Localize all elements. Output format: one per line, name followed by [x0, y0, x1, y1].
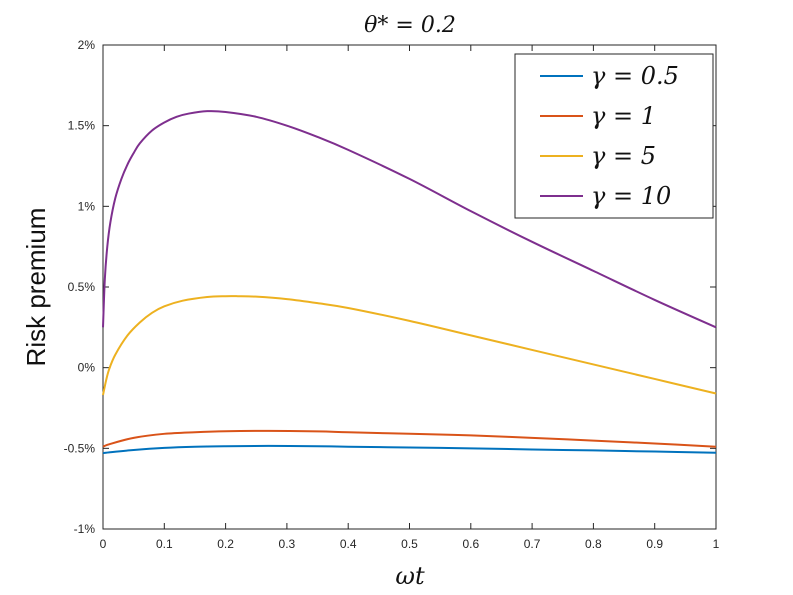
x-tick-label: 0.8 — [585, 537, 602, 551]
x-tick-label: 0 — [100, 537, 107, 551]
legend-label: γ = 10 — [591, 182, 671, 210]
y-tick-label: 0.5% — [68, 280, 96, 294]
series-line-0 — [102, 444, 717, 455]
x-tick-label: 0.3 — [279, 537, 296, 551]
x-tick-label: 0.1 — [156, 537, 173, 551]
legend-label: γ = 0.5 — [591, 62, 679, 90]
series-line-1 — [102, 429, 717, 448]
x-tick-label: 0.7 — [524, 537, 541, 551]
y-axis-label: Risk premium — [21, 208, 51, 367]
legend-box — [514, 53, 714, 219]
y-tick-label: 2% — [78, 38, 96, 52]
x-axis-ticks: 0 0.1 0.2 0.3 0.4 0.5 0.6 0.7 0.8 0.9 1 — [100, 45, 720, 551]
legend: γ = 0.5 γ = 1 γ = 5 γ = 10 — [514, 53, 714, 219]
x-tick-label: 0.5 — [401, 537, 418, 551]
y-tick-label: -1% — [74, 522, 96, 536]
series-line-3 — [102, 110, 717, 329]
legend-label: γ = 5 — [591, 142, 656, 170]
x-tick-label: 0.4 — [340, 537, 357, 551]
y-tick-label: 1.5% — [68, 119, 96, 133]
x-axis-label: ωt — [395, 562, 425, 590]
x-tick-label: 0.2 — [217, 537, 234, 551]
y-tick-label: 0% — [78, 361, 96, 375]
x-tick-label: 1 — [713, 537, 720, 551]
series-line-2 — [102, 295, 717, 396]
x-tick-label: 0.6 — [462, 537, 479, 551]
y-tick-label: -0.5% — [64, 441, 96, 455]
series-lines — [102, 110, 717, 455]
y-axis-ticks: -1% -0.5% 0% 0.5% 1% 1.5% 2% — [64, 38, 716, 536]
chart-title: θ* = 0.2 — [364, 13, 456, 38]
legend-label: γ = 1 — [591, 102, 656, 130]
x-tick-label: 0.9 — [646, 537, 663, 551]
y-tick-label: 1% — [78, 199, 96, 213]
